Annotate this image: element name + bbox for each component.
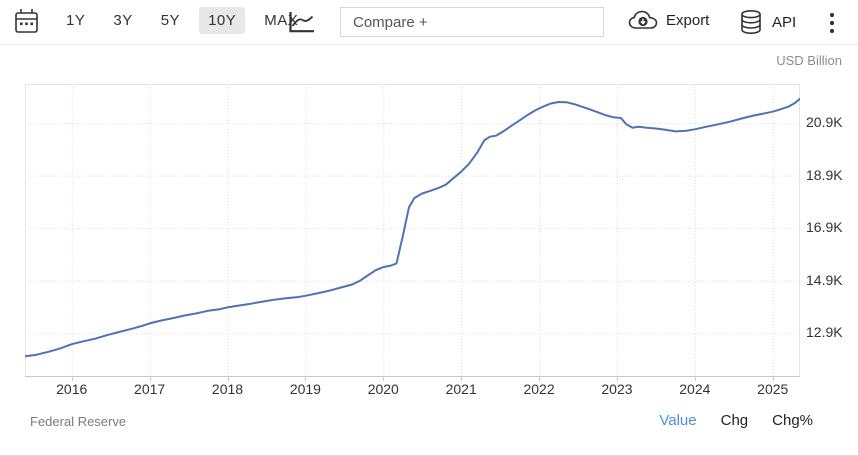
plot-area[interactable]: [25, 84, 800, 377]
line-chart: [25, 84, 800, 377]
x-axis-tick: [305, 377, 307, 381]
more-options-button[interactable]: [829, 12, 835, 34]
y-tick-label: 12.9K: [806, 324, 843, 341]
x-axis-tick: [383, 377, 385, 381]
x-axis-tick: [149, 377, 151, 381]
x-axis-tick: [461, 377, 463, 381]
x-axis-tick: [694, 377, 696, 381]
range-selector: 1Y 3Y 5Y 10Y MAX: [57, 7, 307, 34]
y-tick-label: 14.9K: [806, 271, 843, 288]
calendar-icon: [15, 9, 38, 33]
range-button-10y[interactable]: 10Y: [199, 7, 246, 34]
x-tick-label: 2020: [367, 381, 399, 397]
footer-link-chgpct[interactable]: Chg%: [772, 412, 813, 429]
compare-input[interactable]: [340, 7, 604, 37]
y-tick-label: 20.9K: [806, 114, 843, 130]
footer-link-chg[interactable]: Chg: [720, 412, 749, 429]
range-button-1y[interactable]: 1Y: [57, 7, 94, 34]
x-tick-label: 2016: [56, 381, 88, 397]
range-button-3y[interactable]: 3Y: [104, 7, 141, 34]
cloud-download-icon: [628, 10, 658, 29]
unit-label: USD Billion: [776, 53, 842, 68]
api-button[interactable]: API: [738, 9, 796, 35]
y-tick-label: 16.9K: [806, 219, 843, 236]
x-tick-label: 2022: [523, 381, 555, 397]
calendar-button[interactable]: [14, 8, 39, 35]
x-axis-tick: [227, 377, 229, 381]
value-series-line: [25, 97, 800, 358]
x-axis-tick: [772, 377, 774, 381]
kebab-menu-icon: [829, 12, 835, 34]
x-tick-label: 2025: [757, 381, 789, 397]
x-axis-tick: [539, 377, 541, 381]
y-tick-label: 18.9K: [806, 166, 843, 183]
x-tick-label: 2018: [211, 381, 244, 397]
range-button-5y[interactable]: 5Y: [152, 7, 189, 34]
chart-toolbar: 1Y 3Y 5Y 10Y MAX Export: [0, 0, 858, 45]
x-tick-label: 2024: [679, 381, 711, 397]
x-tick-label: 2021: [445, 381, 477, 397]
chart-type-button[interactable]: [288, 11, 316, 34]
api-label: API: [772, 13, 797, 31]
x-tick-label: 2017: [134, 381, 166, 397]
x-axis-tick: [71, 377, 73, 381]
footer-link-value[interactable]: Value: [659, 412, 697, 429]
line-chart-icon: [289, 12, 314, 33]
database-icon: [741, 9, 761, 35]
footer-links: Value Chg Chg%: [659, 412, 813, 429]
x-tick-label: 2023: [601, 381, 633, 397]
x-tick-label: 2019: [289, 381, 321, 397]
export-button[interactable]: Export: [628, 9, 709, 31]
source-label: Federal Reserve: [30, 414, 127, 429]
export-label: Export: [666, 11, 710, 29]
x-axis-tick: [616, 377, 618, 381]
